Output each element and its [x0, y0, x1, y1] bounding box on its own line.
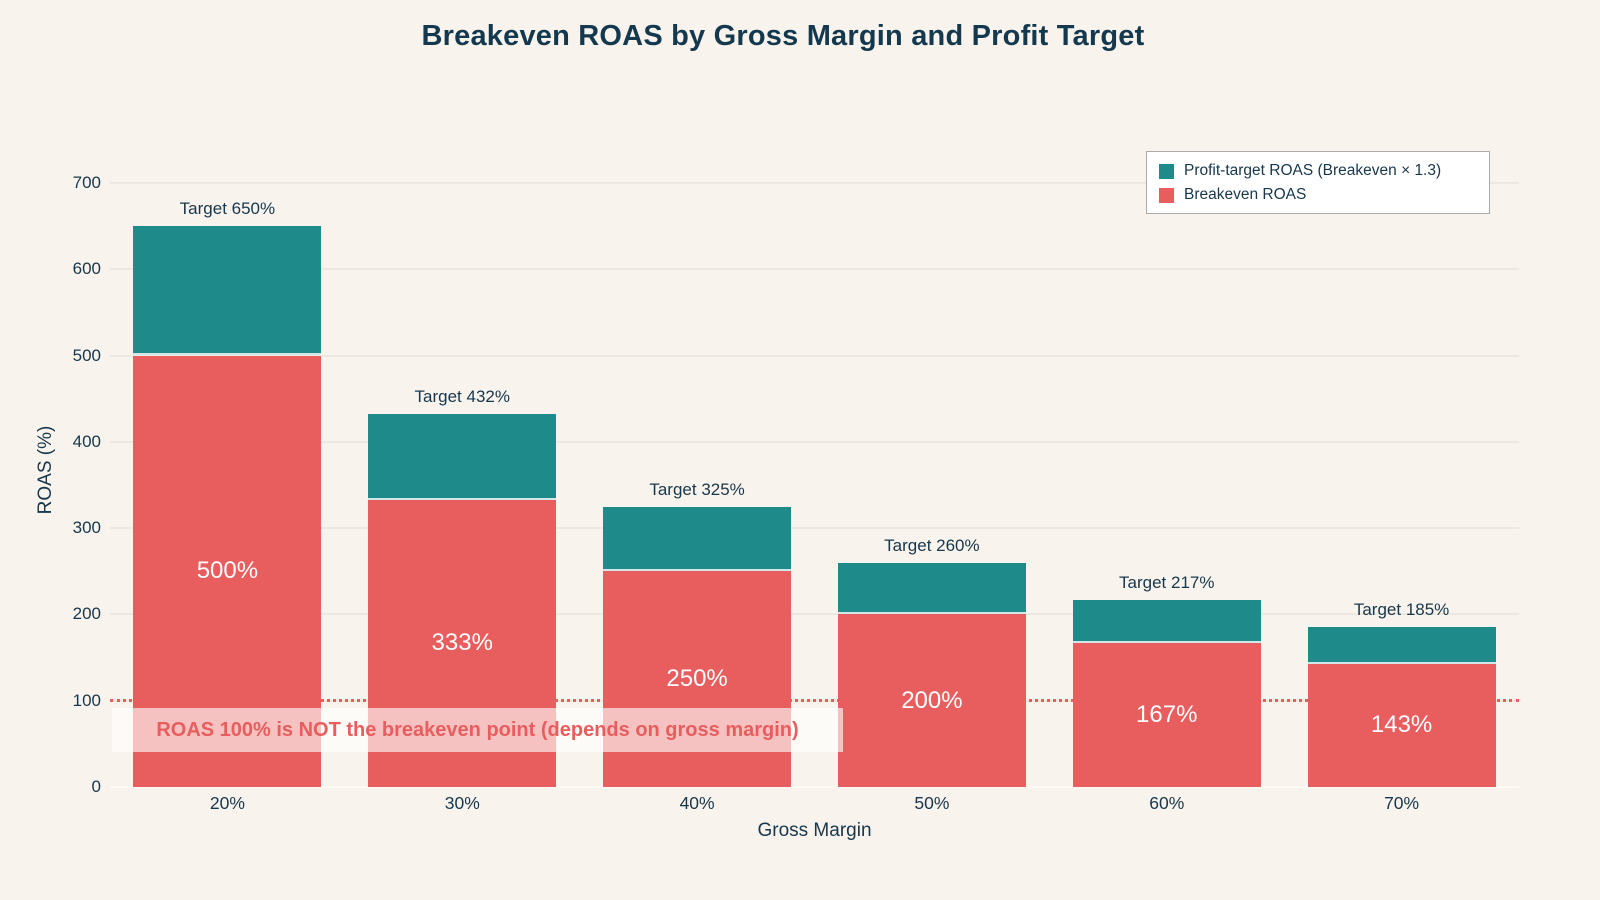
y-tick-label-700: 700 — [72, 172, 101, 192]
bar-breakeven-segment-60%: 167% — [1072, 642, 1261, 787]
gridline-300 — [110, 527, 1519, 530]
target-label-40%: Target 325% — [649, 479, 745, 499]
bar-value-label-40%: 250% — [666, 665, 728, 693]
gridline-600 — [110, 268, 1519, 271]
bar-target-segment-50% — [837, 562, 1026, 615]
x-tick-label-60%: 60% — [1149, 793, 1185, 813]
bar-target-segment-20% — [133, 226, 322, 356]
y-tick-label-0: 0 — [91, 777, 101, 796]
target-label-70%: Target 185% — [1353, 600, 1450, 620]
y-tick-label-200: 200 — [72, 604, 101, 624]
legend-entry-breakeven: Breakeven ROAS — [1159, 183, 1479, 207]
y-tick-label-300: 300 — [72, 518, 101, 538]
target-label-60%: Target 217% — [1119, 572, 1215, 592]
bar-value-label-50%: 200% — [901, 686, 963, 714]
target-label-20%: Target 650% — [179, 199, 276, 219]
legend: Profit-target ROAS (Breakeven × 1.3) Bre… — [1146, 151, 1490, 214]
y-tick-label-400: 400 — [72, 431, 101, 451]
bar-value-label-70%: 143% — [1370, 711, 1433, 739]
bar-target-segment-30% — [368, 414, 557, 500]
legend-swatch-breakeven-icon — [1159, 187, 1174, 203]
gridline-400 — [110, 440, 1519, 443]
bar-breakeven-segment-50%: 200% — [837, 614, 1026, 787]
target-label-50%: Target 260% — [884, 535, 980, 555]
x-tick-label-40%: 40% — [679, 793, 715, 813]
gridline-500 — [110, 354, 1519, 357]
gridline-200 — [110, 613, 1519, 616]
x-axis-title: Gross Margin — [757, 820, 872, 841]
bar-value-label-60%: 167% — [1136, 700, 1198, 728]
target-label-30%: Target 432% — [414, 387, 510, 407]
x-tick-label-50%: 50% — [914, 793, 950, 813]
x-tick-label-70%: 70% — [1384, 793, 1420, 813]
bar-value-label-30%: 333% — [431, 629, 493, 657]
bar-target-segment-40% — [603, 506, 792, 572]
legend-swatch-profit-target-icon — [1159, 163, 1174, 179]
legend-label-breakeven: Breakeven ROAS — [1184, 186, 1307, 203]
bar-breakeven-segment-40%: 250% — [603, 571, 792, 787]
gridline-0 — [110, 786, 1519, 788]
bar-target-segment-60% — [1072, 599, 1261, 643]
legend-label-profit-target: Profit-target ROAS (Breakeven × 1.3) — [1184, 162, 1442, 179]
bar-target-segment-70% — [1307, 627, 1496, 664]
x-tick-label-30%: 30% — [444, 793, 480, 813]
gridline-700 — [110, 181, 1519, 184]
reference-line-100 — [110, 698, 1519, 702]
y-tick-label-500: 500 — [72, 345, 101, 365]
annotation-note: ROAS 100% is NOT the breakeven point (de… — [112, 708, 843, 752]
y-tick-label-100: 100 — [72, 690, 101, 710]
y-tick-label-600: 600 — [72, 259, 101, 279]
x-tick-label-20%: 20% — [209, 793, 245, 813]
chart-title: Breakeven ROAS by Gross Margin and Profi… — [421, 20, 1145, 52]
bar-breakeven-segment-70%: 143% — [1307, 663, 1496, 787]
legend-entry-profit-target: Profit-target ROAS (Breakeven × 1.3) — [1159, 159, 1479, 183]
bar-value-label-20%: 500% — [196, 557, 259, 585]
